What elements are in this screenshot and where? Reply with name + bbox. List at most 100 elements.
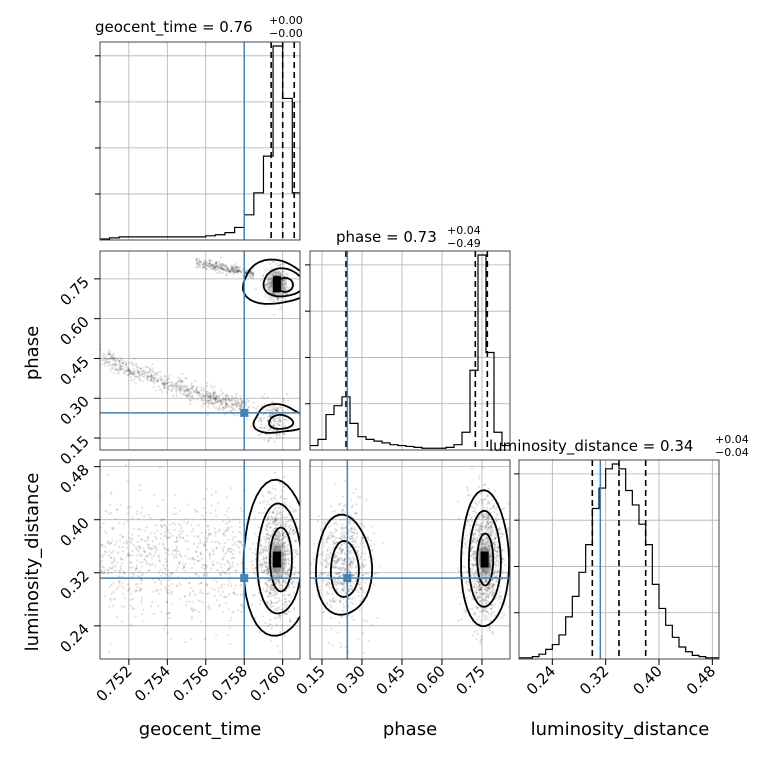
- sample-point: [279, 517, 282, 521]
- sample-point: [207, 395, 210, 398]
- sample-point: [277, 579, 280, 582]
- sample-point: [478, 585, 481, 588]
- sample-point: [342, 534, 345, 537]
- sample-point: [278, 599, 281, 602]
- sample-point: [229, 264, 232, 267]
- sample-point: [495, 558, 498, 561]
- sample-point: [490, 579, 494, 582]
- sample-point: [203, 389, 206, 392]
- sample-point: [110, 354, 113, 357]
- sample-point: [473, 550, 476, 553]
- sample-point: [138, 376, 141, 379]
- sample-point: [275, 616, 279, 619]
- sample-point: [480, 619, 483, 623]
- sample-point: [472, 510, 475, 513]
- sample-point: [286, 569, 290, 572]
- sample-point: [200, 395, 203, 398]
- sample-point: [131, 533, 134, 536]
- sample-point: [201, 263, 204, 267]
- sample-point: [271, 522, 274, 525]
- sample-point: [267, 440, 270, 443]
- sample-point: [496, 540, 499, 543]
- sample-point: [341, 582, 345, 585]
- sample-point: [213, 402, 216, 405]
- sample-point: [191, 394, 194, 397]
- sample-point: [266, 419, 269, 422]
- sample-point: [265, 562, 268, 565]
- sample-point: [462, 545, 465, 548]
- sample-point: [279, 573, 282, 576]
- sample-point: [195, 263, 198, 266]
- sample-point: [281, 561, 284, 565]
- sample-point: [352, 526, 355, 529]
- sample-point: [135, 554, 138, 557]
- sample-point: [269, 537, 272, 540]
- sample-point: [260, 545, 263, 548]
- sample-point: [265, 519, 268, 522]
- sample-point: [120, 364, 123, 367]
- sample-point: [212, 405, 215, 408]
- sample-point: [205, 540, 209, 543]
- sample-point: [222, 397, 225, 400]
- sample-point: [281, 519, 284, 523]
- sample-point: [205, 584, 208, 587]
- sample-point: [164, 384, 167, 387]
- sample-point: [469, 567, 472, 570]
- sample-point: [120, 358, 123, 361]
- sample-point: [227, 608, 230, 611]
- sample-point: [325, 556, 328, 559]
- sample-point: [484, 525, 487, 529]
- sample-point: [228, 562, 231, 565]
- sample-point: [199, 591, 202, 594]
- sample-point: [477, 529, 480, 532]
- sample-point: [103, 352, 106, 355]
- sample-point: [489, 521, 492, 524]
- sample-point: [354, 488, 357, 491]
- sample-point: [295, 518, 298, 521]
- sample-point: [337, 580, 340, 583]
- sample-point: [156, 379, 159, 382]
- sample-point: [257, 564, 260, 567]
- sample-point: [494, 566, 497, 569]
- sample-point: [213, 588, 216, 592]
- sample-point: [485, 537, 488, 540]
- sample-point: [190, 391, 193, 394]
- sample-point: [480, 525, 483, 528]
- sample-point: [264, 284, 267, 287]
- sample-point: [197, 574, 200, 578]
- sample-point: [132, 574, 135, 577]
- sample-point: [284, 550, 287, 553]
- sample-point: [285, 293, 288, 296]
- sample-point: [199, 581, 202, 585]
- sample-point: [351, 602, 354, 606]
- sample-point: [355, 549, 358, 553]
- sample-point: [192, 398, 195, 401]
- sample-point: [199, 553, 202, 556]
- sample-point: [139, 582, 142, 585]
- sample-point: [479, 522, 482, 525]
- sample-point: [167, 381, 170, 384]
- sample-point: [126, 506, 130, 510]
- sample-point: [325, 574, 328, 577]
- sample-point: [150, 557, 153, 560]
- sample-point: [116, 508, 119, 511]
- sample-point: [152, 382, 155, 385]
- sample-point: [501, 508, 504, 511]
- sample-point: [351, 597, 354, 601]
- sample-point: [118, 579, 121, 582]
- sample-point: [130, 561, 133, 564]
- sample-point: [266, 276, 269, 279]
- sample-point: [155, 537, 158, 540]
- sample-point: [253, 572, 256, 575]
- sample-point: [278, 273, 281, 276]
- sample-point: [185, 389, 188, 392]
- sample-point: [283, 570, 286, 573]
- sample-point: [192, 390, 195, 393]
- sample-point: [139, 588, 143, 592]
- sample-point: [486, 494, 489, 497]
- sample-point: [376, 616, 379, 619]
- sample-point: [274, 494, 277, 497]
- sample-point: [279, 587, 282, 590]
- sample-point: [194, 573, 197, 576]
- sample-point: [275, 523, 278, 526]
